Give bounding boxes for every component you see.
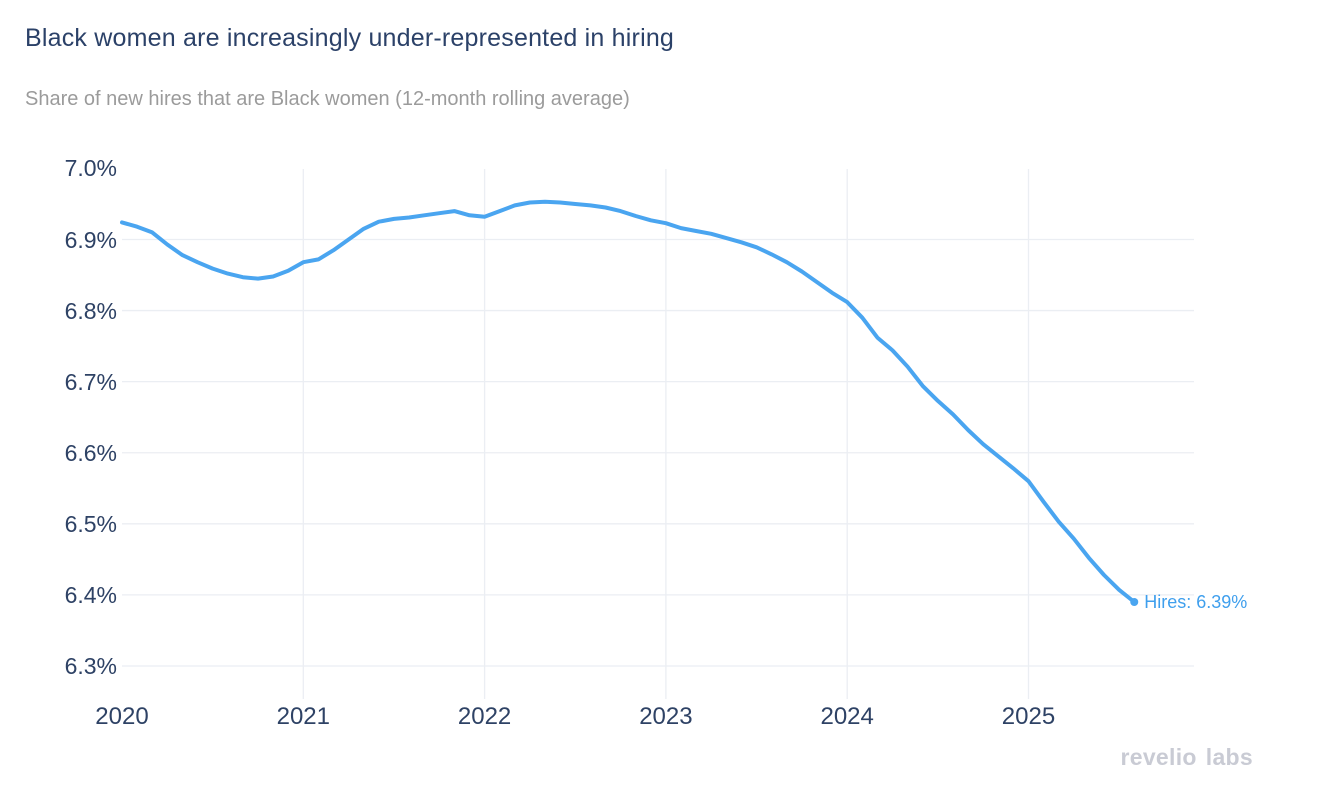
y-tick-label: 6.8% xyxy=(64,297,117,324)
x-tick-label: 2025 xyxy=(1001,703,1056,730)
y-tick-label: 6.5% xyxy=(64,510,117,537)
last-value-annotation: Hires: 6.39% xyxy=(1144,592,1248,612)
y-tick-label: 6.9% xyxy=(64,226,117,253)
x-tick-label: 2023 xyxy=(639,703,693,730)
logo-word-labs: labs xyxy=(1205,744,1253,770)
chart-title: Black women are increasingly under-repre… xyxy=(25,24,675,52)
y-tick-label: 6.3% xyxy=(64,652,117,679)
y-tick-label: 6.6% xyxy=(64,439,117,466)
logo-word-revelio: revelio xyxy=(1120,744,1197,770)
hires-line xyxy=(120,199,1137,604)
x-tick-label: 2020 xyxy=(95,703,149,730)
y-tick-label: 6.4% xyxy=(64,581,117,608)
y-tick-label: 6.7% xyxy=(64,368,117,395)
chart-subtitle: Share of new hires that are Black women … xyxy=(25,88,630,110)
x-tick-label: 2021 xyxy=(276,703,330,730)
x-tick-label: 2022 xyxy=(457,703,512,730)
x-tick-label: 2024 xyxy=(820,703,874,730)
y-tick-label: 7.0% xyxy=(64,155,117,182)
line-end-marker xyxy=(1130,598,1139,607)
revelio-labs-logo: revelio labs xyxy=(1121,744,1254,771)
